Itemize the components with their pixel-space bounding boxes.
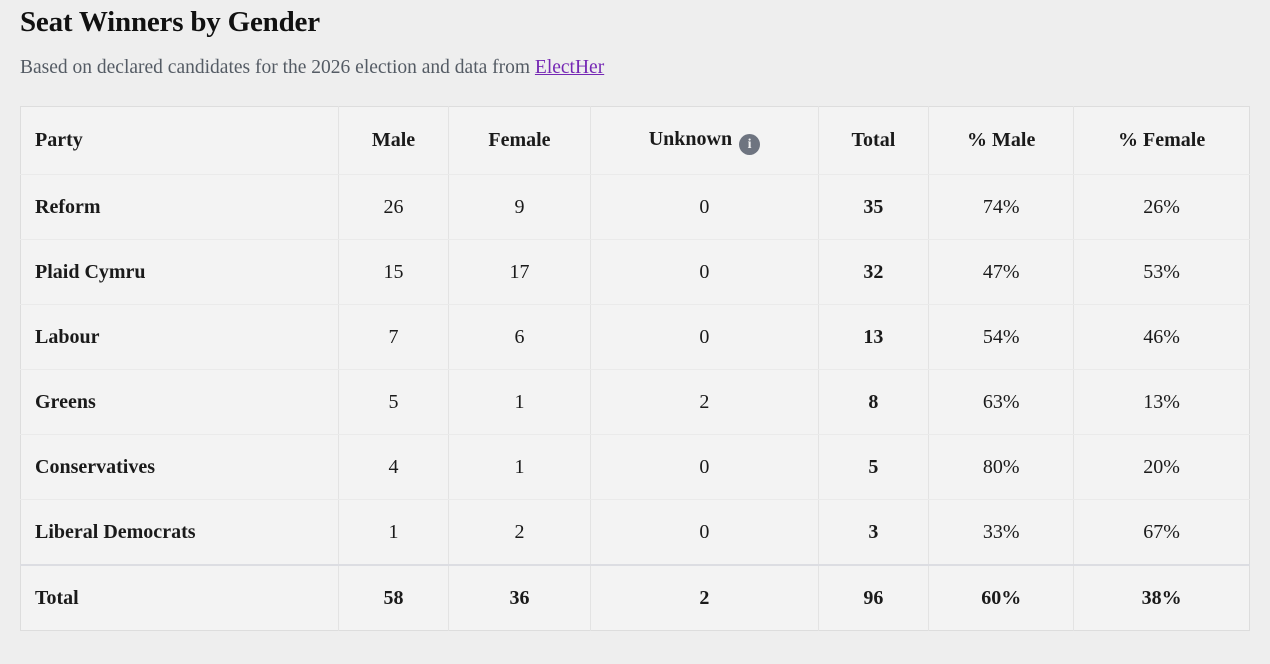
table-header-row: Party Male Female Unknown i Total % Male … [20, 106, 1250, 176]
pct-female: 26% [1073, 174, 1250, 241]
female-count: 17 [448, 239, 592, 306]
pct-male: 74% [928, 174, 1075, 241]
total-row-label: Total [20, 564, 340, 631]
party-name: Conservatives [20, 434, 340, 501]
total-count: 35 [818, 174, 930, 241]
party-name: Liberal Democrats [20, 499, 340, 566]
electher-link[interactable]: ElectHer [534, 57, 605, 79]
total-count: 32 [818, 239, 930, 306]
total-male-count: 58 [338, 564, 449, 631]
column-header-unknown: Unknown i [590, 106, 819, 176]
party-name: Labour [20, 304, 340, 371]
total-count: 5 [818, 434, 930, 501]
total-pct-male: 60% [928, 564, 1075, 631]
page: Seat Winners by Gender Based on declared… [20, 6, 1250, 632]
seat-winners-table: Party Male Female Unknown i Total % Male … [20, 105, 1250, 632]
total-count: 13 [818, 304, 930, 371]
total-unknown-count: 2 [590, 564, 819, 631]
subtitle-text: Based on declared candidates for the 202… [20, 57, 535, 79]
unknown-count: 0 [590, 499, 819, 566]
table-row-labour: Labour 7 6 0 13 54% 46% [20, 304, 1250, 371]
table-row-plaid-cymru: Plaid Cymru 15 17 0 32 47% 53% [20, 239, 1250, 306]
total-count: 8 [818, 369, 930, 436]
pct-female: 20% [1073, 434, 1250, 501]
unknown-count: 0 [590, 174, 819, 241]
total-total-count: 96 [818, 564, 930, 631]
column-header-pct-male: % Male [928, 106, 1075, 176]
page-title: Seat Winners by Gender [20, 6, 320, 38]
female-count: 1 [448, 434, 592, 501]
party-name: Reform [20, 174, 340, 241]
male-count: 4 [338, 434, 449, 501]
column-header-party: Party [20, 106, 340, 176]
male-count: 5 [338, 369, 449, 436]
pct-female: 67% [1073, 499, 1250, 566]
column-header-male: Male [338, 106, 449, 176]
pct-male: 33% [928, 499, 1075, 566]
unknown-count: 0 [590, 239, 819, 306]
female-count: 6 [448, 304, 592, 371]
male-count: 15 [338, 239, 449, 306]
column-header-unknown-label: Unknown [648, 127, 733, 150]
column-header-female: Female [448, 106, 592, 176]
male-count: 1 [338, 499, 449, 566]
pct-male: 80% [928, 434, 1075, 501]
table-row-liberal-democrats: Liberal Democrats 1 2 0 3 33% 67% [20, 499, 1250, 566]
total-count: 3 [818, 499, 930, 566]
column-header-pct-female: % Female [1073, 106, 1250, 176]
pct-male: 63% [928, 369, 1075, 436]
subtitle: Based on declared candidates for the 202… [20, 56, 1250, 79]
pct-female: 13% [1073, 369, 1250, 436]
unknown-count: 2 [590, 369, 819, 436]
total-female-count: 36 [448, 564, 592, 631]
table-row-greens: Greens 5 1 2 8 63% 13% [20, 369, 1250, 436]
table-row-reform: Reform 26 9 0 35 74% 26% [20, 174, 1250, 241]
female-count: 2 [448, 499, 592, 566]
pct-male: 54% [928, 304, 1075, 371]
female-count: 9 [448, 174, 592, 241]
male-count: 7 [338, 304, 449, 371]
column-header-total: Total [818, 106, 930, 176]
info-icon[interactable]: i [739, 134, 761, 156]
pct-female: 53% [1073, 239, 1250, 306]
unknown-count: 0 [590, 304, 819, 371]
party-name: Greens [20, 369, 340, 436]
total-pct-female: 38% [1073, 564, 1250, 631]
male-count: 26 [338, 174, 449, 241]
pct-male: 47% [928, 239, 1075, 306]
unknown-count: 0 [590, 434, 819, 501]
table-total-row: Total 58 36 2 96 60% 38% [20, 564, 1250, 631]
table-row-conservatives: Conservatives 4 1 0 5 80% 20% [20, 434, 1250, 501]
party-name: Plaid Cymru [20, 239, 340, 306]
pct-female: 46% [1073, 304, 1250, 371]
female-count: 1 [448, 369, 592, 436]
